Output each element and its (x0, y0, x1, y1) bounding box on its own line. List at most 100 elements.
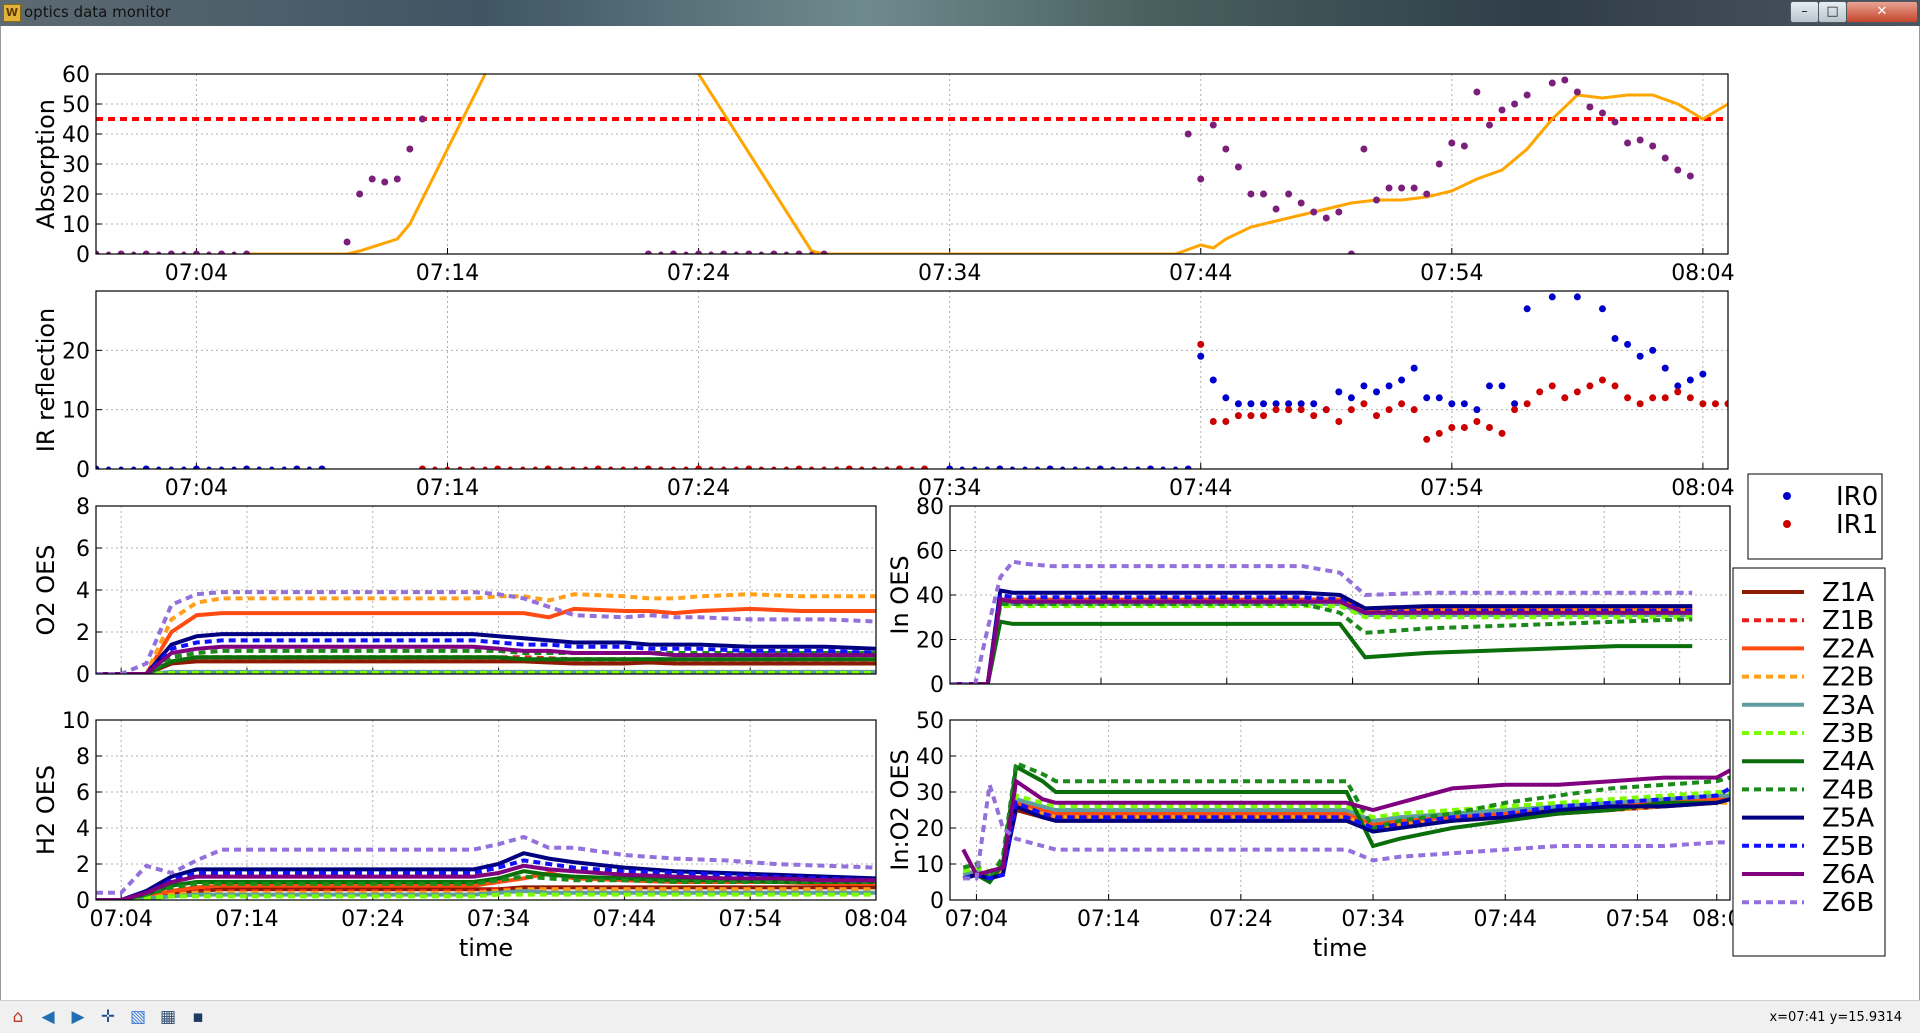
point-ir0 (168, 466, 174, 469)
point-ir1 (1586, 382, 1594, 390)
point-ir0 (1448, 400, 1456, 408)
pan-icon[interactable]: ✛ (100, 1007, 116, 1027)
point-ir0 (96, 466, 99, 469)
point-ir0 (181, 466, 187, 469)
point-ir0 (1674, 382, 1682, 390)
point-ir1 (633, 466, 639, 469)
plot-area (96, 293, 1728, 469)
point-ir1 (1209, 418, 1217, 426)
point-ir1 (796, 466, 802, 469)
absorption-point (821, 251, 827, 254)
xtick-label: 07:14 (416, 476, 479, 501)
zoom-rect-icon[interactable]: ▧ (129, 1007, 147, 1027)
ytick-label: 40 (62, 123, 90, 148)
point-ir0 (294, 466, 300, 469)
ytick-label: 20 (62, 339, 90, 364)
point-ir1 (1611, 382, 1619, 390)
absorption-point (1423, 190, 1431, 198)
point-ir1 (1711, 400, 1719, 408)
point-ir1 (608, 466, 614, 469)
ytick-label: 30 (62, 153, 90, 178)
absorption-point (219, 251, 225, 254)
ytick-label: 0 (76, 889, 90, 914)
point-ir0 (143, 466, 149, 469)
minimize-button[interactable]: – (1790, 1, 1819, 23)
absorption-point (1247, 190, 1255, 198)
series-z6a (950, 597, 1693, 684)
legend-label-z2b: Z2B (1822, 663, 1874, 693)
xtick-label: 07:24 (667, 261, 730, 286)
app-icon: W (3, 4, 21, 22)
point-ir1 (1598, 376, 1606, 384)
maximize-button[interactable]: □ (1818, 1, 1847, 23)
point-ir1 (1536, 388, 1544, 396)
point-ir1 (1649, 394, 1657, 402)
point-ir0 (193, 466, 199, 469)
point-ir0 (1110, 466, 1116, 469)
series-z5b (96, 638, 876, 674)
point-ir0 (972, 466, 978, 469)
point-ir1 (821, 466, 827, 469)
absorption-point (746, 251, 752, 254)
point-ir0 (1097, 466, 1103, 469)
panel-absorption: 0 10 20 30 40 50 60 07:04 07:14 07:24 07:34 07:44 07… (32, 63, 1735, 286)
point-ir0 (1598, 305, 1606, 313)
point-ir0 (1335, 388, 1343, 396)
series-z3b (96, 892, 876, 900)
point-ir0 (206, 466, 212, 469)
point-ir1 (1661, 394, 1669, 402)
absorption-point (1523, 91, 1531, 99)
series-z5b (950, 592, 1693, 684)
point-ir0 (1686, 376, 1694, 384)
point-ir1 (482, 466, 488, 469)
close-button[interactable]: ✕ (1846, 1, 1918, 23)
ytick-label: 20 (916, 817, 944, 842)
point-ir0 (1573, 293, 1581, 301)
y-axis-label: In OES (886, 555, 914, 634)
point-ir1 (495, 466, 501, 469)
point-ir1 (1523, 400, 1531, 408)
series-z3a (950, 601, 1693, 684)
point-ir1 (583, 466, 589, 469)
ytick-label: 60 (916, 540, 944, 565)
ytick-label: 6 (76, 537, 90, 562)
xtick-label: 07:54 (1606, 907, 1669, 932)
point-ir0 (997, 466, 1003, 469)
point-ir0 (118, 466, 124, 469)
point-ir0 (219, 466, 225, 469)
absorption-point (796, 251, 802, 254)
absorption-point (783, 251, 789, 254)
ytick-label: 0 (76, 663, 90, 688)
axes-frame (949, 505, 1731, 685)
series-z6a (96, 644, 876, 674)
plot-area (96, 834, 876, 900)
point-ir1 (507, 466, 513, 469)
absorption-point (1511, 100, 1519, 108)
absorption-point (181, 251, 187, 254)
point-ir1 (419, 466, 425, 469)
back-arrow-icon[interactable]: ◀ (41, 1007, 55, 1027)
absorption-point (1410, 184, 1418, 192)
point-ir0 (1398, 376, 1406, 384)
point-ir1 (1448, 423, 1456, 431)
point-ir0 (106, 466, 112, 469)
series-z2a (96, 606, 876, 674)
home-icon[interactable]: ⌂ (12, 1007, 24, 1027)
point-ir1 (1285, 406, 1293, 414)
point-ir1 (520, 466, 526, 469)
ytick-label: 40 (916, 745, 944, 770)
point-ir1 (1410, 406, 1418, 414)
legend-label-z5b: Z5B (1822, 832, 1874, 862)
point-ir0 (1410, 364, 1418, 372)
absorption-point (1197, 175, 1205, 183)
point-ir1 (1423, 435, 1431, 443)
subplots-config-icon[interactable]: ▦ (159, 1007, 177, 1027)
point-ir0 (1624, 340, 1632, 348)
forward-arrow-icon[interactable]: ▶ (71, 1007, 85, 1027)
point-ir1 (909, 466, 915, 469)
point-ir1 (859, 466, 865, 469)
point-ir0 (1360, 382, 1368, 390)
point-ir0 (156, 466, 162, 469)
save-icon[interactable]: ▪ (192, 1007, 204, 1027)
xtick-label: 08:04 (1671, 261, 1734, 286)
